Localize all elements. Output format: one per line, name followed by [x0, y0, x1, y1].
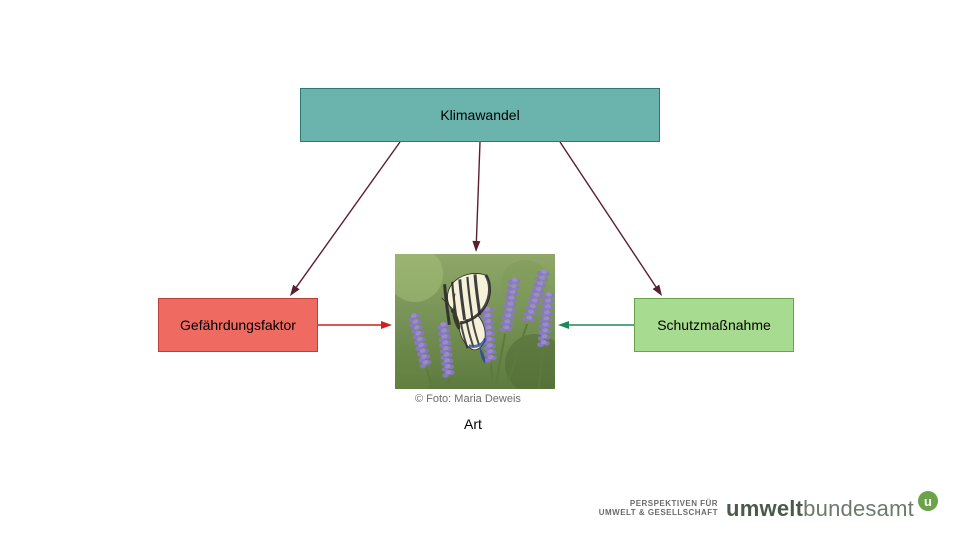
footer-logo: PERSPEKTIVEN FÜR UMWELT & GESELLSCHAFT u…: [599, 496, 938, 522]
node-klimawandel: Klimawandel: [300, 88, 660, 142]
photo-credit: © Foto: Maria Deweis: [415, 393, 521, 405]
node-klimawandel-label: Klimawandel: [440, 107, 519, 123]
species-label: Art: [464, 416, 482, 432]
footer-tagline: PERSPEKTIVEN FÜR UMWELT & GESELLSCHAFT: [599, 500, 718, 518]
node-schutzmassnahme: Schutzmaßnahme: [634, 298, 794, 352]
footer-wordmark: umweltbundesamt: [726, 496, 914, 522]
node-gefaehrdungsfaktor-label: Gefährdungsfaktor: [180, 317, 296, 333]
footer-word-bold: umwelt: [726, 496, 803, 521]
node-gefaehrdungsfaktor: Gefährdungsfaktor: [158, 298, 318, 352]
node-schutzmassnahme-label: Schutzmaßnahme: [657, 317, 771, 333]
footer-tagline-2: UMWELT & GESELLSCHAFT: [599, 509, 718, 518]
species-photo: [395, 254, 555, 389]
butterfly-illustration: [395, 254, 555, 389]
footer-word-light: bundesamt: [803, 496, 914, 521]
diagram-canvas: Klimawandel Gefährdungsfaktor Schutzmaßn…: [0, 0, 960, 540]
footer-badge-icon: u: [918, 491, 938, 511]
